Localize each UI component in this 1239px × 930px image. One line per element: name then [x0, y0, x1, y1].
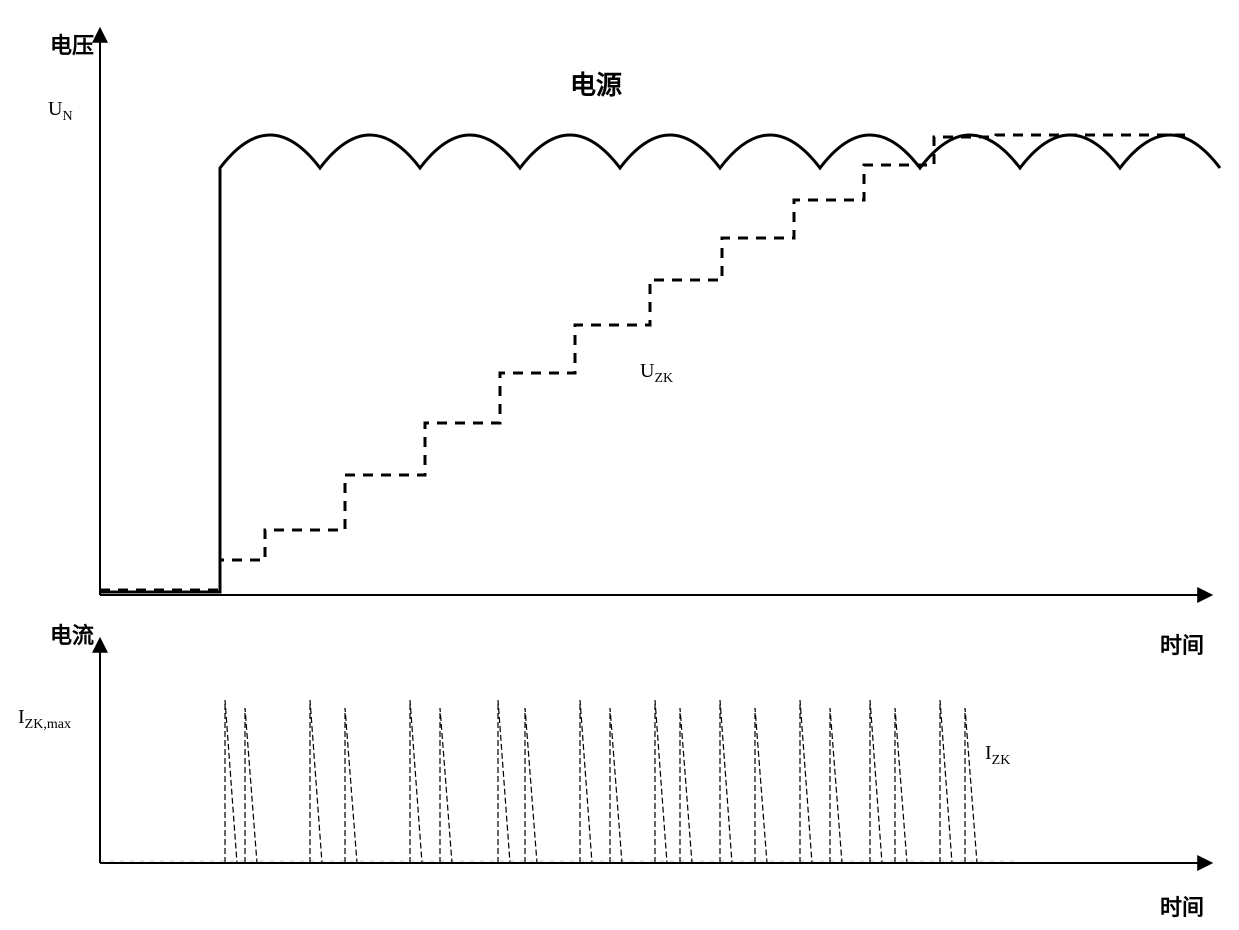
bottom-y-axis-label: 电流 — [50, 618, 94, 650]
uzk-series-label: UZK — [640, 360, 673, 387]
bottom-x-axis-label: 时间 — [1160, 890, 1204, 922]
un-tick-label: UN — [48, 98, 73, 125]
top-chart-title: 电源 — [570, 65, 622, 102]
top-x-axis-label: 时间 — [1160, 628, 1204, 660]
chart-container: 电压 电源 UN UZK 时间 电流 IZK,max IZK 时间 — [0, 0, 1239, 925]
chart-svg — [0, 0, 1239, 925]
izk-max-tick-label: IZK,max — [18, 706, 71, 733]
top-y-axis-label: 电压 — [50, 28, 94, 60]
izk-series-label: IZK — [985, 742, 1010, 769]
